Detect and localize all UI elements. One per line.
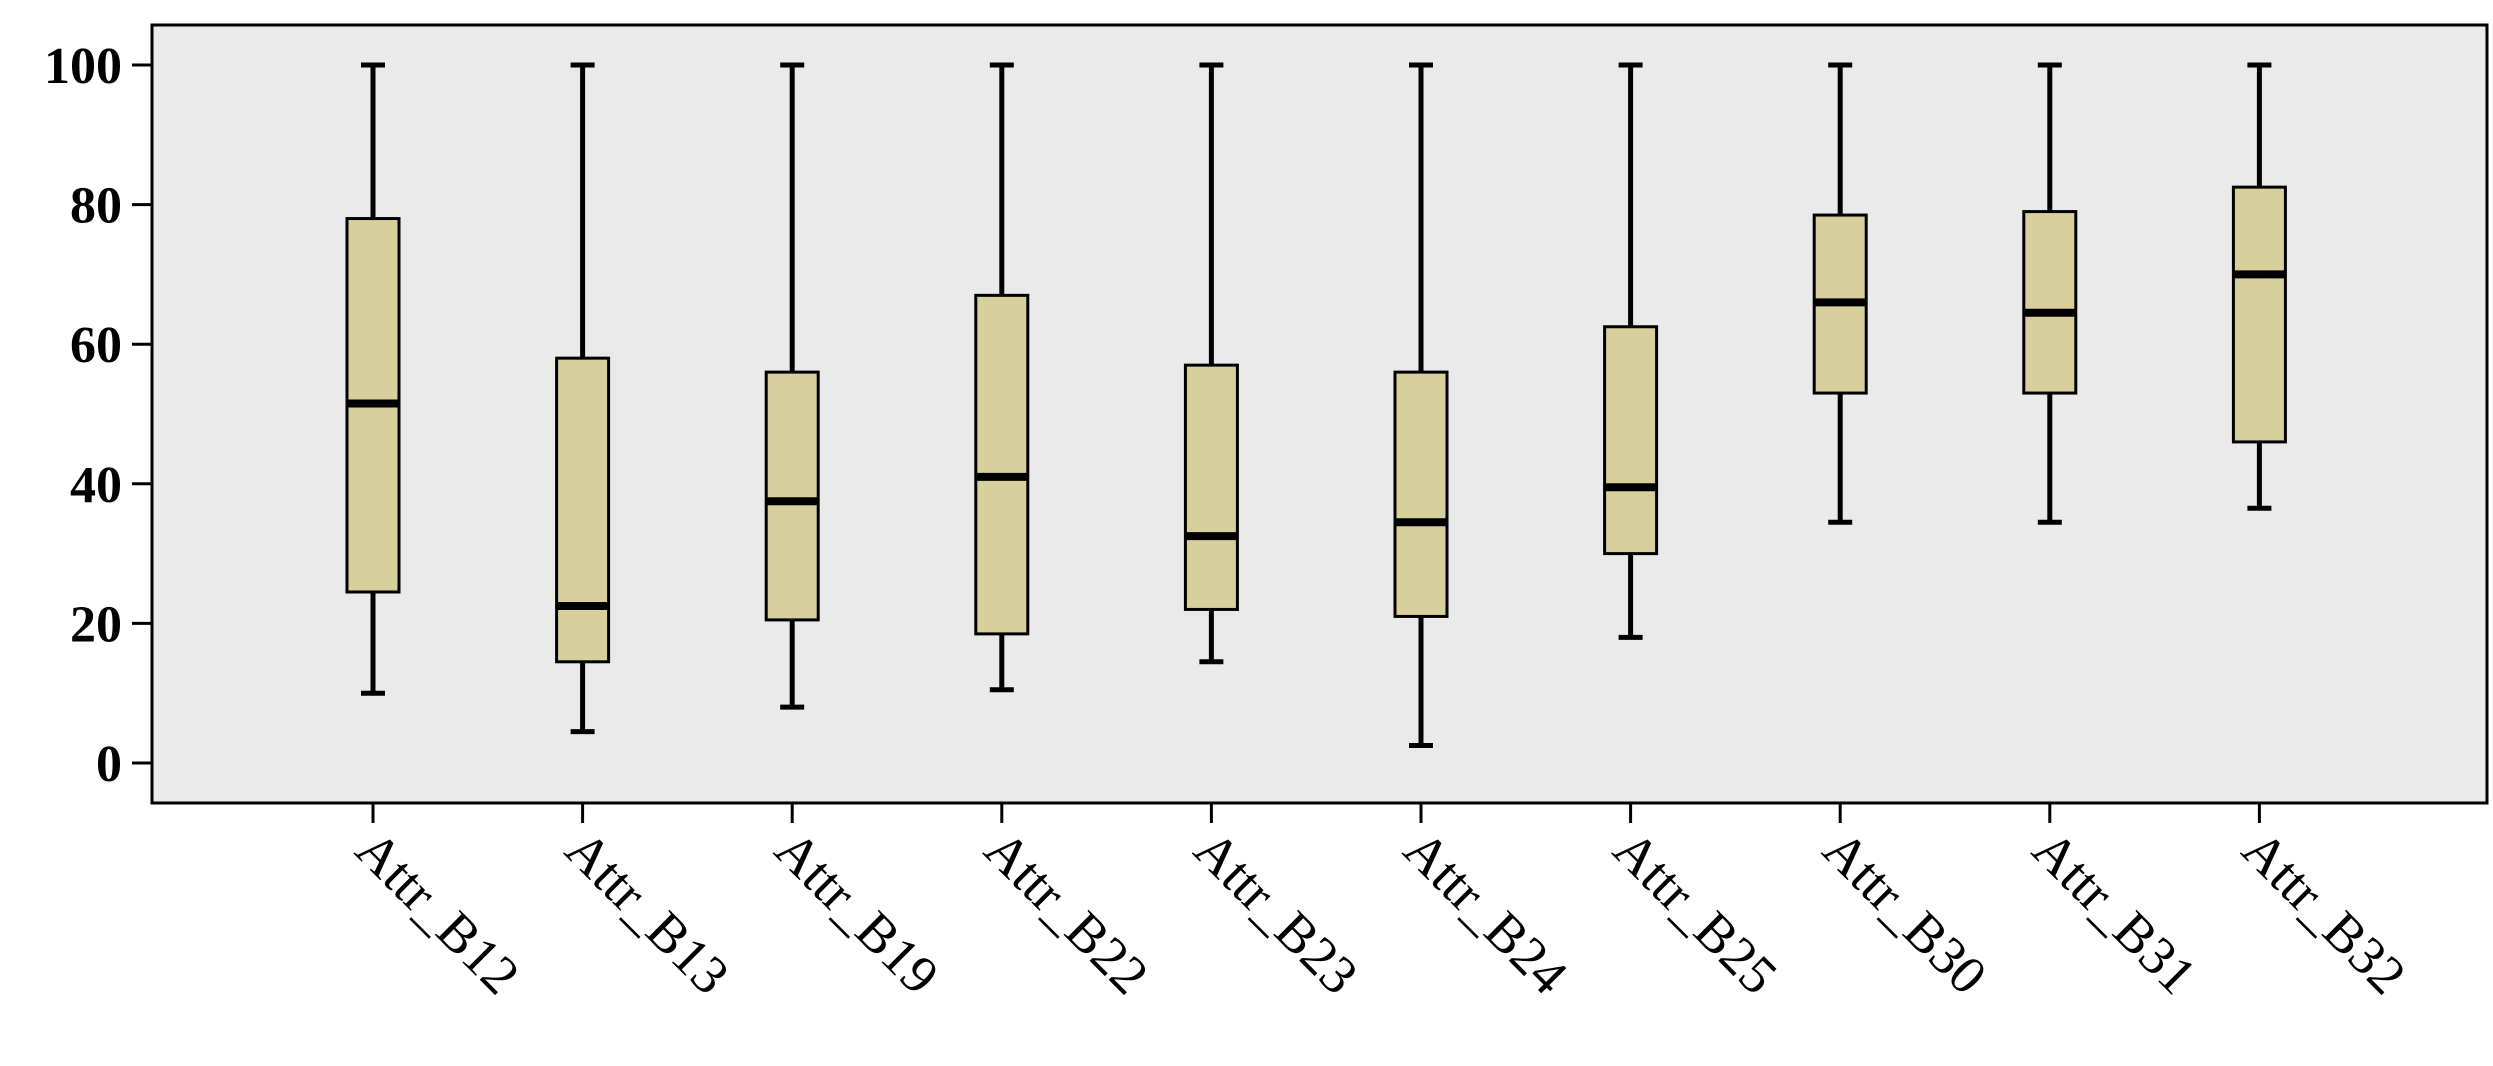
box-iqr: [2231, 185, 2287, 444]
y-tick-label: 80: [70, 178, 122, 235]
x-tick-label: Attr_B23: [1183, 819, 1370, 1006]
x-tick-label: Attr_B12: [345, 819, 532, 1006]
box-attr-b31: [2022, 62, 2078, 525]
x-tick-label: Attr_B31: [2021, 819, 2208, 1006]
y-tick-label: 40: [70, 457, 122, 514]
box-iqr: [1183, 363, 1239, 611]
box-attr-b25: [1603, 62, 1659, 640]
x-tick-label: Attr_B19: [764, 819, 951, 1006]
box-attr-b32: [2231, 62, 2287, 511]
box-attr-b30: [1812, 62, 1868, 525]
box-iqr: [2022, 210, 2078, 395]
plot-area: [150, 23, 2489, 805]
x-tick-label: Attr_B32: [2231, 819, 2418, 1006]
box-attr-b24: [1393, 62, 1449, 749]
box-attr-b23: [1183, 62, 1239, 665]
y-axis: 0 20 40 60 80 100: [44, 38, 152, 793]
box-attr-b19: [764, 62, 820, 710]
box-iqr: [974, 293, 1030, 636]
box-attr-b12: [345, 62, 401, 696]
y-tick-label: 100: [44, 38, 122, 95]
box-series: [345, 62, 2287, 749]
x-axis: Attr_B12 Attr_B13 Attr_B19 Attr_B22 Attr_B23…: [345, 803, 2418, 1006]
y-tick-label: 20: [70, 596, 122, 653]
x-tick-label: Attr_B13: [554, 819, 741, 1006]
y-tick-label: 60: [70, 317, 122, 374]
box-iqr: [764, 370, 820, 622]
box-iqr: [1393, 370, 1449, 618]
y-tick-label: 0: [96, 736, 122, 793]
box-attr-b13: [555, 62, 611, 735]
box-iqr: [1603, 325, 1659, 556]
x-tick-label: Attr_B22: [973, 819, 1160, 1006]
box-iqr: [555, 356, 611, 664]
x-tick-label: Attr_B30: [1812, 819, 1999, 1006]
x-tick-label: Attr_B24: [1393, 819, 1580, 1006]
x-tick-label: Attr_B25: [1602, 819, 1789, 1006]
box-attr-b22: [974, 62, 1030, 693]
